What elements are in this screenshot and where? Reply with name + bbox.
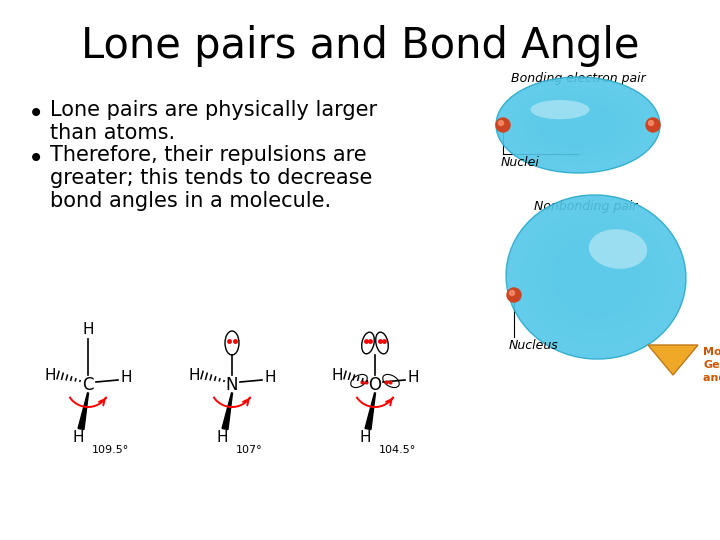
Text: Geometries: Geometries xyxy=(703,360,720,370)
Text: O: O xyxy=(369,376,382,394)
Polygon shape xyxy=(78,393,89,430)
Ellipse shape xyxy=(531,100,590,119)
Text: H: H xyxy=(44,368,55,382)
Text: Lone pairs and Bond Angle: Lone pairs and Bond Angle xyxy=(81,25,639,67)
Text: H: H xyxy=(408,369,419,384)
Polygon shape xyxy=(365,393,376,430)
Text: •: • xyxy=(28,100,44,128)
Ellipse shape xyxy=(510,85,647,165)
Text: bond angles in a molecule.: bond angles in a molecule. xyxy=(50,191,331,211)
Text: 104.5°: 104.5° xyxy=(379,445,416,455)
Ellipse shape xyxy=(566,249,626,305)
Circle shape xyxy=(507,288,521,302)
Text: H: H xyxy=(359,429,371,444)
Ellipse shape xyxy=(506,195,686,359)
Polygon shape xyxy=(222,393,233,430)
Ellipse shape xyxy=(551,236,641,318)
Circle shape xyxy=(649,120,654,125)
Ellipse shape xyxy=(581,264,611,291)
Text: greater; this tends to decrease: greater; this tends to decrease xyxy=(50,168,372,188)
Text: H: H xyxy=(331,368,343,382)
Text: H: H xyxy=(72,429,84,444)
Text: Therefore, their repulsions are: Therefore, their repulsions are xyxy=(50,145,366,165)
Circle shape xyxy=(510,291,515,295)
Text: N: N xyxy=(226,376,238,394)
Text: H: H xyxy=(120,369,132,384)
Text: Nuclei: Nuclei xyxy=(501,156,540,169)
Ellipse shape xyxy=(537,101,619,149)
Ellipse shape xyxy=(523,93,633,157)
Text: H: H xyxy=(188,368,199,382)
Ellipse shape xyxy=(564,117,592,133)
Text: Bonding electron pair: Bonding electron pair xyxy=(510,72,645,85)
Text: H: H xyxy=(264,369,276,384)
Text: H: H xyxy=(216,429,228,444)
Ellipse shape xyxy=(506,195,686,359)
Ellipse shape xyxy=(521,208,671,346)
Text: Nonbonding pair: Nonbonding pair xyxy=(534,200,638,213)
Text: 109.5°: 109.5° xyxy=(92,445,130,455)
Circle shape xyxy=(646,118,660,132)
Polygon shape xyxy=(648,345,698,375)
Ellipse shape xyxy=(551,109,606,141)
Text: and Bonding: and Bonding xyxy=(703,373,720,383)
Text: Nucleus: Nucleus xyxy=(509,339,559,352)
Ellipse shape xyxy=(589,229,647,269)
Text: H: H xyxy=(82,322,94,338)
Ellipse shape xyxy=(536,222,656,332)
Circle shape xyxy=(496,118,510,132)
Ellipse shape xyxy=(496,77,660,173)
Text: Lone pairs are physically larger: Lone pairs are physically larger xyxy=(50,100,377,120)
Text: Molecular: Molecular xyxy=(703,347,720,357)
Text: C: C xyxy=(82,376,94,394)
Ellipse shape xyxy=(496,77,660,173)
Text: •: • xyxy=(28,145,44,173)
Text: 107°: 107° xyxy=(236,445,263,455)
Text: than atoms.: than atoms. xyxy=(50,123,175,143)
Circle shape xyxy=(498,120,503,125)
